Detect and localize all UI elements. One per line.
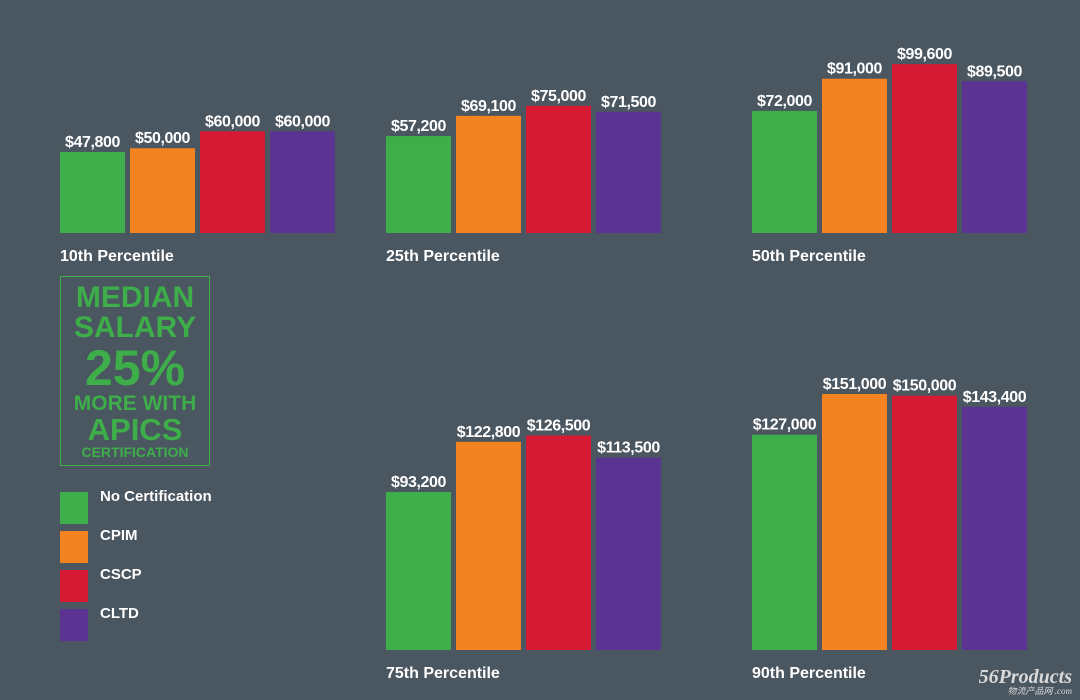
legend-label-cltd: CLTD	[100, 605, 139, 622]
legend-swatch-cscp	[60, 570, 88, 602]
bar-10th-percentile-no-certification	[60, 151, 125, 233]
bar-label-10th-percentile-cltd: $60,000	[275, 113, 331, 130]
bar-label-90th-percentile-cscp: $150,000	[893, 378, 957, 395]
bar-50th-percentile-cscp	[892, 64, 957, 233]
callout-line-5: APICS	[87, 412, 183, 447]
panel-title-90th-percentile: 90th Percentile	[752, 665, 866, 682]
panel-title-75th-percentile: 75th Percentile	[386, 665, 500, 682]
bar-90th-percentile-no-certification	[752, 434, 817, 650]
watermark-sub: 物流产品网 .com	[1007, 686, 1073, 696]
bar-25th-percentile-cltd	[596, 111, 661, 233]
legend-item-cscp: CSCP	[60, 564, 212, 603]
bar-label-50th-percentile-cpim: $91,000	[827, 61, 883, 78]
bar-label-10th-percentile-cpim: $50,000	[135, 130, 191, 147]
bar-label-10th-percentile-cscp: $60,000	[205, 113, 261, 130]
legend-item-cltd: CLTD	[60, 603, 212, 642]
bar-label-50th-percentile-cltd: $89,500	[967, 63, 1023, 80]
bar-50th-percentile-cltd	[962, 81, 1027, 234]
callout-line-4: MORE WITH	[73, 392, 197, 415]
callout-line-1: MEDIAN	[75, 281, 195, 314]
panel-title-25th-percentile: 25th Percentile	[386, 248, 500, 265]
legend-item-cpim: CPIM	[60, 525, 212, 564]
bar-90th-percentile-cpim	[822, 394, 887, 650]
legend-label-cpim: CPIM	[100, 527, 138, 544]
watermark-logo: 56Products 物流产品网 .com	[979, 667, 1072, 696]
callout-line-3: 25%	[84, 340, 186, 396]
panel-title-50th-percentile: 50th Percentile	[752, 248, 866, 265]
bar-25th-percentile-cscp	[526, 105, 591, 233]
bar-label-75th-percentile-cpim: $122,800	[457, 424, 521, 441]
bar-label-75th-percentile-cscp: $126,500	[527, 418, 591, 435]
bar-label-25th-percentile-no-certification: $57,200	[391, 118, 447, 135]
callout-line-2: SALARY	[73, 311, 197, 344]
bar-label-50th-percentile-no-certification: $72,000	[757, 93, 813, 110]
legend: No Certification CPIM CSCP CLTD	[60, 486, 212, 642]
bar-25th-percentile-cpim	[456, 115, 521, 233]
bar-label-75th-percentile-no-certification: $93,200	[391, 474, 447, 491]
bar-label-25th-percentile-cscp: $75,000	[531, 88, 587, 105]
bar-label-50th-percentile-cscp: $99,600	[897, 46, 953, 63]
bar-label-90th-percentile-cltd: $143,400	[963, 389, 1027, 406]
bar-75th-percentile-no-certification	[386, 491, 451, 650]
bar-label-75th-percentile-cltd: $113,500	[597, 440, 660, 457]
bar-75th-percentile-cltd	[596, 457, 661, 650]
bar-label-90th-percentile-no-certification: $127,000	[753, 417, 817, 434]
bar-10th-percentile-cpim	[130, 148, 195, 233]
bar-75th-percentile-cpim	[456, 441, 521, 650]
median-salary-callout: MEDIAN SALARY 25% MORE WITH APICS CERTIF…	[60, 276, 210, 466]
panel-title-10th-percentile: 10th Percentile	[60, 248, 174, 265]
legend-swatch-cltd	[60, 609, 88, 641]
bar-label-25th-percentile-cpim: $69,100	[461, 98, 517, 115]
watermark-main: 56Products	[978, 666, 1072, 688]
bar-25th-percentile-no-certification	[386, 136, 451, 233]
bar-label-25th-percentile-cltd: $71,500	[601, 94, 657, 111]
bar-75th-percentile-cscp	[526, 435, 591, 650]
bar-90th-percentile-cscp	[892, 395, 957, 650]
bar-10th-percentile-cltd	[270, 131, 335, 233]
bar-90th-percentile-cltd	[962, 406, 1027, 650]
bar-50th-percentile-cpim	[822, 78, 887, 233]
legend-label-cscp: CSCP	[100, 566, 142, 583]
legend-label-no-certification: No Certification	[100, 488, 212, 505]
bar-10th-percentile-cscp	[200, 131, 265, 233]
legend-item-no-certification: No Certification	[60, 486, 212, 525]
bar-label-10th-percentile-no-certification: $47,800	[65, 134, 121, 151]
legend-swatch-no-certification	[60, 492, 88, 524]
callout-line-6: CERTIFICATION	[81, 444, 189, 460]
bar-50th-percentile-no-certification	[752, 110, 817, 233]
bar-label-90th-percentile-cpim: $151,000	[823, 376, 887, 393]
legend-swatch-cpim	[60, 531, 88, 563]
